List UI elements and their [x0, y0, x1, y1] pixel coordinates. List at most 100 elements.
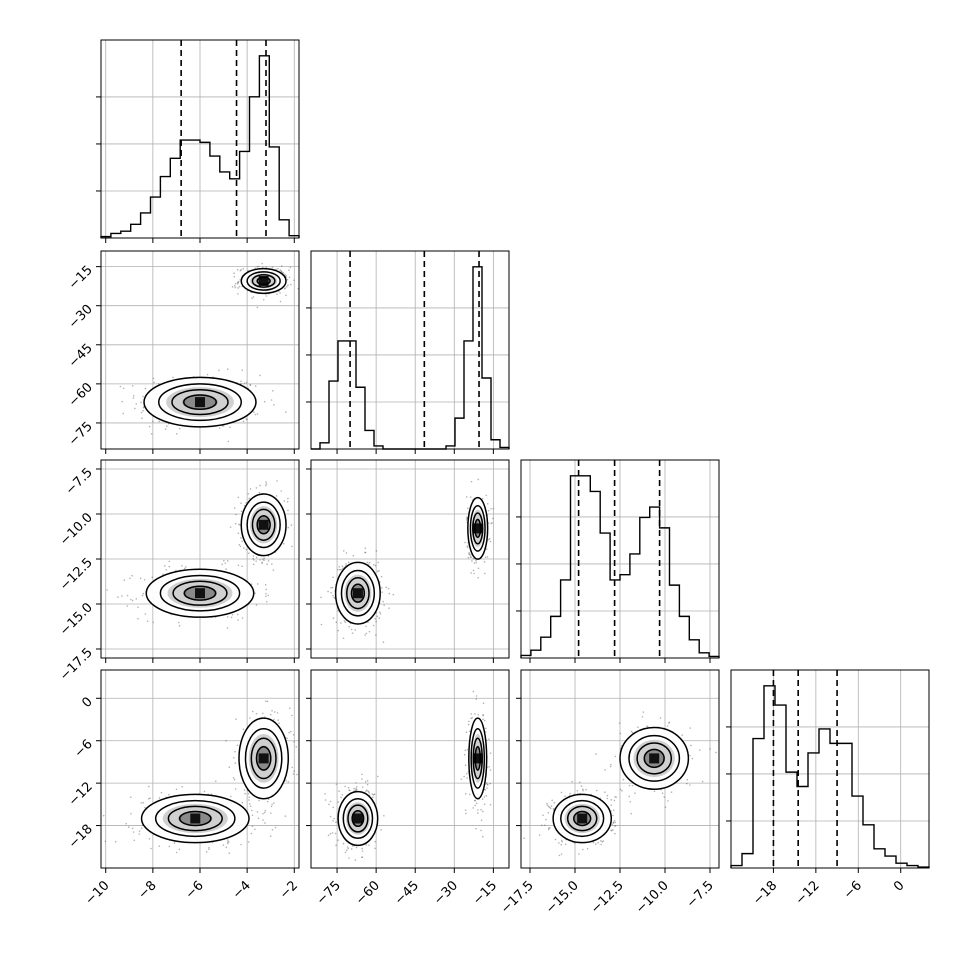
contour-line	[154, 799, 236, 838]
scatter-point	[243, 504, 246, 507]
scatter-point	[296, 773, 298, 776]
scatter-point	[475, 559, 477, 562]
scatter-point	[466, 516, 468, 519]
scatter-point	[378, 569, 380, 572]
scatter-point	[157, 383, 160, 385]
scatter-point	[214, 780, 217, 782]
scatter-point	[468, 553, 471, 556]
scatter-point	[350, 628, 353, 631]
panel-frame	[730, 669, 930, 869]
hist2d-panel-3-2	[306, 459, 510, 663]
scatter-point	[256, 811, 259, 813]
scatter-point	[263, 400, 266, 403]
scatter-point	[642, 711, 645, 713]
scatter-point	[380, 575, 383, 578]
scatter-point	[342, 637, 345, 640]
scatter-point	[129, 577, 131, 580]
scatter-point	[372, 624, 375, 627]
scatter-point	[355, 846, 358, 849]
scatter-point	[365, 625, 367, 628]
panel-content	[119, 262, 299, 443]
scatter-point	[481, 798, 484, 800]
contour-line	[472, 512, 484, 545]
scatter-point	[148, 785, 150, 788]
contour-line	[342, 797, 374, 840]
scatter-point	[482, 714, 484, 717]
scatter-point	[664, 806, 667, 809]
hist-panel-3	[516, 459, 720, 663]
scatter-point	[614, 821, 616, 824]
scatter-point	[345, 849, 348, 852]
scatter-point	[349, 789, 351, 792]
panel-content	[324, 690, 492, 861]
scatter-point	[226, 560, 229, 562]
scatter-point	[274, 826, 277, 829]
scatter-point	[320, 596, 322, 599]
scatter-point	[293, 770, 295, 772]
scatter-point	[371, 793, 374, 796]
scatter-point	[365, 790, 367, 793]
scatter-point	[333, 596, 335, 599]
scatter-point	[618, 722, 621, 724]
scatter-point	[470, 717, 472, 720]
scatter-point	[668, 722, 670, 724]
scatter-point	[263, 559, 265, 562]
scatter-point	[367, 790, 369, 792]
contour-line	[573, 810, 592, 827]
scatter-point	[578, 853, 580, 855]
contour-line	[246, 501, 281, 549]
scatter-point	[335, 621, 338, 624]
scatter-point	[346, 846, 349, 848]
scatter-point	[341, 565, 344, 568]
scatter-point	[237, 496, 240, 499]
contour-line	[240, 267, 287, 295]
scatter-point	[324, 799, 327, 801]
scatter-point	[378, 617, 381, 619]
scatter-point	[261, 562, 263, 565]
scatter-point	[242, 268, 244, 270]
scatter-point	[130, 598, 132, 601]
scatter-point	[490, 507, 492, 510]
scatter-point	[373, 793, 376, 796]
scatter-point	[578, 781, 581, 784]
scatter-point	[284, 273, 286, 276]
scatter-point	[152, 420, 154, 423]
scatter-point	[271, 266, 274, 268]
scatter-point	[547, 811, 550, 814]
scatter-point	[348, 625, 350, 628]
scatter-point	[353, 787, 355, 790]
scatter-point	[485, 494, 488, 497]
scatter-point	[482, 810, 484, 813]
scatter-point	[622, 778, 625, 781]
scatter-point	[344, 785, 346, 788]
scatter-point	[252, 296, 255, 298]
scatter-point	[547, 805, 550, 808]
scatter-point	[291, 714, 293, 717]
scatter-point	[226, 368, 229, 370]
scatter-point	[337, 839, 339, 841]
scatter-point	[328, 803, 330, 806]
scatter-point	[327, 590, 329, 593]
scatter-point	[178, 848, 181, 851]
scatter-point	[178, 427, 181, 430]
scatter-point	[287, 509, 289, 512]
scatter-point	[464, 749, 467, 752]
scatter-point	[255, 604, 258, 606]
scatter-point	[600, 843, 602, 846]
scatter-point	[288, 276, 291, 279]
scatter-point	[460, 778, 463, 781]
scatter-point	[338, 566, 341, 568]
scatter-point	[243, 382, 246, 385]
scatter-point	[469, 556, 472, 558]
scatter-point	[474, 713, 476, 715]
scatter-point	[614, 755, 617, 758]
scatter-point	[361, 856, 364, 858]
scatter-point	[140, 827, 143, 829]
scatter-point	[486, 502, 489, 505]
scatter-point	[172, 376, 174, 379]
scatter-point	[612, 822, 615, 824]
scatter-point	[292, 733, 295, 736]
scatter-point	[239, 524, 241, 526]
scatter-point	[385, 586, 388, 589]
